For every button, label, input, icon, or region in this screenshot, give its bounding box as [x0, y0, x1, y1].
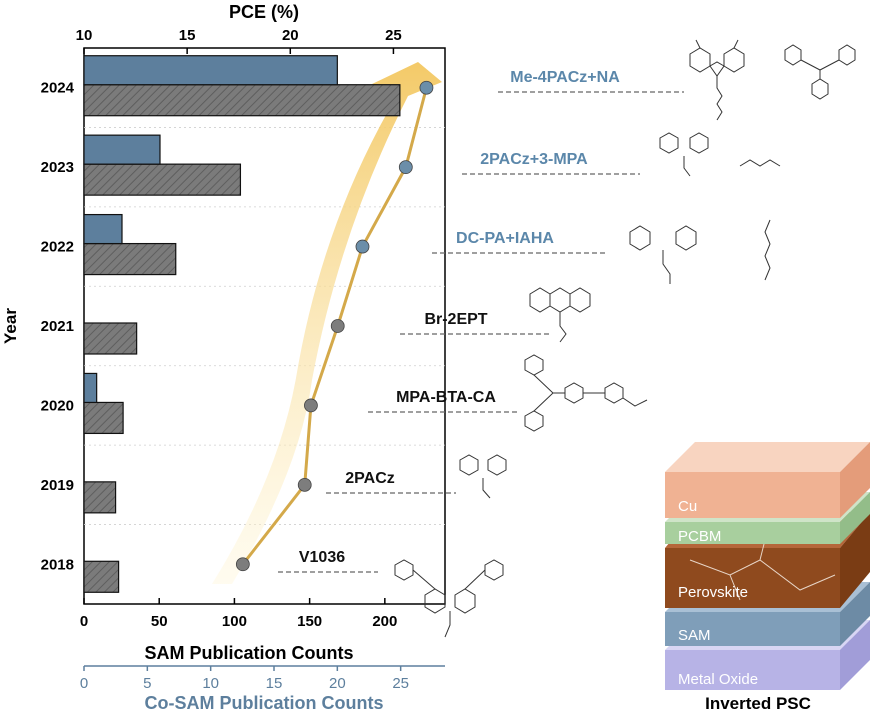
layer-cu — [665, 442, 870, 518]
co-tick-label: 10 — [202, 675, 219, 692]
co-tick-label: 25 — [392, 675, 409, 692]
year-tick-label: 2023 — [41, 159, 74, 176]
bottom-axis-title: SAM Publication Counts — [145, 643, 354, 663]
year-tick-label: 2022 — [41, 239, 74, 256]
y-axis-title: Year — [1, 308, 20, 344]
cosam-bar — [83, 372, 98, 404]
layer-label-sam: SAM — [678, 627, 711, 644]
molecule-label: MPA-BTA-CA — [396, 389, 496, 406]
bottom-tick-label: 150 — [297, 613, 322, 630]
sam-bar — [83, 401, 124, 435]
dcpa-structure — [629, 225, 697, 284]
br2ept-structure — [529, 287, 591, 343]
year-tick-label: 2018 — [41, 556, 74, 573]
2pacz-structure-a — [659, 132, 709, 177]
v1036-structure — [394, 559, 504, 638]
molecule-label: Br-2EPT — [424, 311, 487, 328]
me4pacz-structure — [689, 39, 745, 121]
cosam-bar — [83, 213, 123, 245]
bottom-tick-label: 100 — [222, 613, 247, 630]
sam-bar — [83, 481, 117, 514]
pce-series — [235, 80, 434, 572]
2pacz-structure-b — [459, 454, 507, 499]
co-sam-axis: 0 5 10 15 20 25 — [80, 666, 409, 692]
sam-bar — [83, 322, 138, 355]
pce-point — [304, 398, 318, 413]
sam-bar — [83, 242, 177, 276]
device-stack: Cu PCBM Perovskite SAM Metal Oxide Inver… — [665, 442, 870, 713]
top-tick-label: 25 — [385, 27, 402, 44]
molecule-label: Me-4PACz+NA — [510, 69, 620, 86]
pce-point — [398, 160, 413, 175]
na-structure — [784, 44, 856, 100]
bottom-tick-label: 50 — [151, 613, 168, 630]
sam-bar — [83, 84, 401, 117]
layer-label-metal-oxide: Metal Oxide — [678, 671, 758, 688]
bars — [83, 55, 401, 593]
year-tick-label: 2024 — [41, 80, 75, 97]
trend-arrow — [212, 62, 442, 584]
molecule-label: V1036 — [299, 549, 345, 566]
3mpa-structure — [739, 159, 781, 167]
bottom-tick-label: 200 — [372, 613, 397, 630]
co-tick-label: 20 — [329, 675, 346, 692]
co-tick-label: 15 — [266, 675, 283, 692]
sam-bar — [83, 560, 120, 593]
co-tick-label: 0 — [80, 675, 88, 692]
molecule-label: 2PACz — [345, 470, 395, 487]
molecule-labels: Me-4PACz+NA 2PACz+3-MPA DC-PA+IAHA Br-2EPT M… — [278, 69, 684, 573]
co-axis-title: Co-SAM Publication Counts — [145, 693, 384, 713]
device-title: Inverted PSC — [705, 694, 811, 713]
layer-label-perovskite: Perovskite — [678, 584, 748, 601]
molecule-label: DC-PA+IAHA — [456, 230, 554, 247]
pce-point — [419, 80, 434, 95]
year-tick-label: 2019 — [41, 477, 74, 494]
top-tick-label: 10 — [76, 27, 93, 44]
sam-bar — [83, 163, 242, 196]
pce-point — [355, 239, 370, 254]
mpabtaca-structure — [524, 354, 648, 432]
pce-point — [330, 319, 345, 333]
top-axis-title: PCE (%) — [229, 2, 299, 22]
cosam-bar — [83, 55, 338, 86]
year-tick-label: 2021 — [41, 318, 74, 335]
co-tick-label: 5 — [143, 675, 151, 692]
top-tick-label: 20 — [282, 27, 299, 44]
pce-point — [235, 557, 250, 572]
bottom-axis: 0 50 100 150 200 — [80, 598, 397, 630]
bottom-tick-label: 0 — [80, 613, 88, 630]
pce-point — [297, 477, 312, 492]
top-tick-label: 15 — [179, 27, 196, 44]
molecule-structure-drawings — [394, 39, 856, 638]
year-axis: 2024 2023 2022 2021 2020 2019 2018 — [41, 80, 90, 573]
layer-label-pcbm: PCBM — [678, 528, 721, 545]
cosam-bar — [83, 134, 161, 165]
year-tick-label: 2020 — [41, 397, 74, 414]
top-axis: 10 15 20 25 — [76, 27, 402, 54]
molecule-label: 2PACz+3-MPA — [480, 151, 588, 168]
layer-label-cu: Cu — [678, 498, 697, 515]
iaha-structure — [764, 219, 771, 281]
